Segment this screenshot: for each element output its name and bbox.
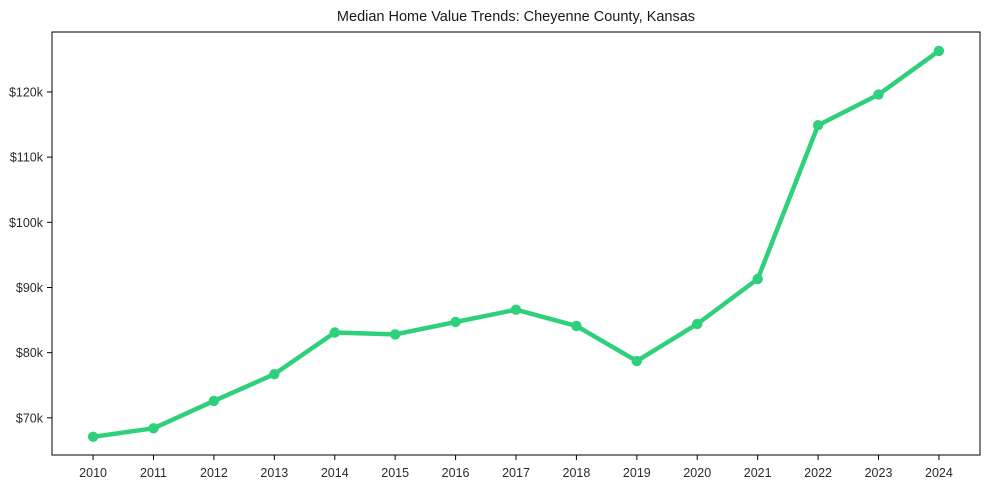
y-tick-label: $90k [16, 281, 44, 295]
plot-area: $70k $80k $90k $100k $110k $120k 2010 2011 2012 2… [9, 31, 981, 480]
data-point-marker [208, 395, 220, 407]
data-point-marker [631, 355, 642, 367]
x-tick-label: 2010 [79, 466, 107, 480]
x-tick-label: 2016 [442, 466, 470, 480]
data-point-marker [329, 327, 340, 338]
y-tick-label: $80k [16, 346, 44, 360]
trend-line [90, 48, 942, 440]
data-point-marker [692, 318, 703, 330]
x-tick-label: 2023 [865, 466, 893, 480]
x-tick-label: 2021 [744, 466, 772, 480]
data-point-marker [752, 273, 763, 285]
plot-border [51, 31, 981, 456]
y-tick-label: $120k [9, 85, 44, 99]
x-tick-label: 2020 [683, 466, 711, 480]
data-point-marker [812, 120, 824, 131]
x-tick-label: 2022 [804, 466, 832, 480]
x-tick-label: 2017 [502, 466, 530, 480]
x-tick-label: 2015 [381, 466, 409, 480]
y-tick-label: $110k [10, 151, 44, 165]
y-tick-label: $70k [16, 411, 44, 425]
chart-title: Median Home Value Trends: Cheyenne Count… [337, 9, 695, 25]
data-point-marker [450, 316, 461, 328]
x-tick-label: 2012 [200, 466, 228, 480]
data-point-marker [390, 329, 401, 340]
x-tick-label: 2019 [623, 466, 651, 480]
x-tick-label: 2013 [260, 466, 288, 480]
data-point-marker [873, 89, 884, 100]
data-point-marker [510, 304, 522, 315]
x-tick-label: 2014 [321, 466, 349, 480]
y-tick-label: $100k [9, 216, 44, 230]
data-point-marker [571, 320, 582, 332]
data-point-marker [87, 431, 99, 442]
data-point-marker [269, 369, 280, 380]
x-tick-label: 2011 [140, 466, 167, 480]
data-point-marker [933, 45, 945, 57]
x-tick-label: 2018 [563, 466, 591, 480]
data-point-marker [148, 423, 159, 434]
x-tick-label: 2024 [925, 466, 953, 480]
